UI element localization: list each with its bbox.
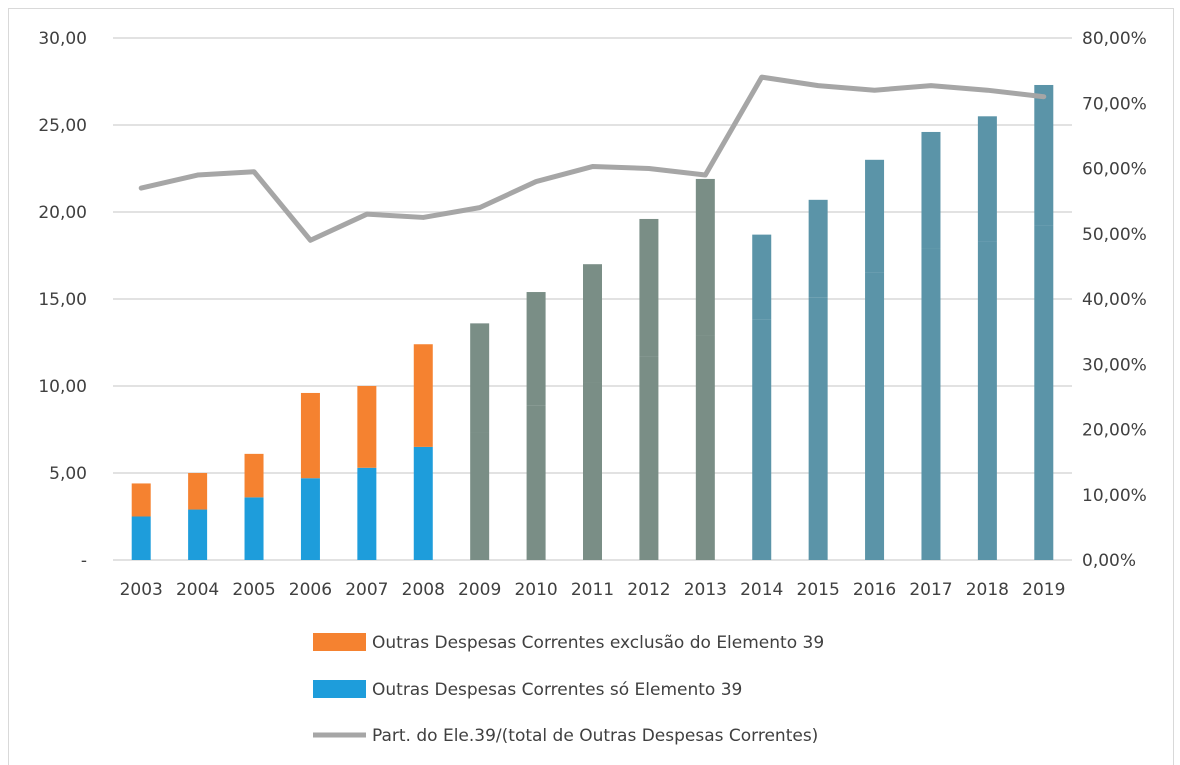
x-tick-label: 2015 bbox=[797, 580, 840, 600]
bar-elemento39[interactable] bbox=[470, 433, 489, 560]
x-tick-label: 2016 bbox=[853, 580, 896, 600]
bar-elemento39[interactable] bbox=[921, 249, 940, 560]
legend: Outras Despesas Correntes exclusão do El… bbox=[313, 633, 824, 746]
legend-item-elemento39[interactable]: Outras Despesas Correntes só Elemento 39 bbox=[313, 680, 742, 700]
legend-item-exclusao[interactable]: Outras Despesas Correntes exclusão do El… bbox=[313, 633, 824, 653]
bar-elemento39[interactable] bbox=[752, 320, 771, 560]
bar-exclusao[interactable] bbox=[357, 386, 376, 468]
bar-exclusao[interactable] bbox=[639, 219, 658, 356]
bar-elemento39[interactable] bbox=[301, 478, 320, 560]
legend-swatch-blue bbox=[313, 680, 366, 698]
y-left-tick-label: 20,00 bbox=[38, 203, 87, 223]
x-tick-label: 2010 bbox=[514, 580, 557, 600]
y-right-tick-label: 60,00% bbox=[1082, 160, 1147, 180]
x-tick-label: 2006 bbox=[289, 580, 332, 600]
y-left-tick-label: 30,00 bbox=[38, 29, 87, 49]
x-tick-label: 2011 bbox=[571, 580, 614, 600]
line-series bbox=[141, 77, 1044, 240]
x-tick-label: 2018 bbox=[966, 580, 1009, 600]
bar-exclusao[interactable] bbox=[470, 323, 489, 433]
x-tick-label: 2003 bbox=[120, 580, 163, 600]
x-tick-label: 2008 bbox=[402, 580, 445, 600]
bar-elemento39[interactable] bbox=[188, 510, 207, 560]
y-right-tick-label: 70,00% bbox=[1082, 94, 1147, 114]
x-tick-label: 2012 bbox=[627, 580, 670, 600]
y-right-tick-label: 50,00% bbox=[1082, 225, 1147, 245]
legend-label-participacao: Part. do Ele.39/(total de Outras Despesa… bbox=[372, 726, 818, 746]
x-tick-label: 2007 bbox=[345, 580, 388, 600]
x-tick-label: 2017 bbox=[909, 580, 952, 600]
y-axis-left: - 5,00 10,00 15,00 20,00 25,00 30,00 bbox=[38, 29, 87, 571]
bar-exclusao[interactable] bbox=[921, 132, 940, 249]
bar-exclusao[interactable] bbox=[527, 292, 546, 405]
bar-elemento39[interactable] bbox=[414, 447, 433, 560]
y-right-tick-label: 40,00% bbox=[1082, 290, 1147, 310]
y-left-tick-label: 15,00 bbox=[38, 290, 87, 310]
bar-exclusao[interactable] bbox=[245, 454, 264, 498]
bar-elemento39[interactable] bbox=[696, 336, 715, 560]
bar-exclusao[interactable] bbox=[809, 200, 828, 297]
bar-exclusao[interactable] bbox=[132, 483, 151, 516]
bars bbox=[132, 85, 1054, 560]
legend-item-participacao[interactable]: Part. do Ele.39/(total de Outras Despesa… bbox=[313, 726, 818, 746]
bar-elemento39[interactable] bbox=[245, 497, 264, 560]
x-tick-label: 2013 bbox=[684, 580, 727, 600]
x-tick-label: 2014 bbox=[740, 580, 783, 600]
bar-exclusao[interactable] bbox=[188, 473, 207, 510]
bar-exclusao[interactable] bbox=[978, 116, 997, 241]
x-tick-label: 2004 bbox=[176, 580, 219, 600]
bar-elemento39[interactable] bbox=[865, 273, 884, 560]
y-left-tick-label: - bbox=[81, 551, 87, 571]
bar-elemento39[interactable] bbox=[1034, 226, 1053, 560]
bar-exclusao[interactable] bbox=[583, 264, 602, 382]
bar-exclusao[interactable] bbox=[301, 393, 320, 478]
y-left-tick-label: 25,00 bbox=[38, 116, 87, 136]
bar-elemento39[interactable] bbox=[527, 405, 546, 560]
bar-exclusao[interactable] bbox=[696, 179, 715, 336]
y-right-tick-label: 30,00% bbox=[1082, 355, 1147, 375]
y-right-tick-label: 10,00% bbox=[1082, 486, 1147, 506]
legend-label-exclusao: Outras Despesas Correntes exclusão do El… bbox=[372, 633, 824, 653]
bar-exclusao[interactable] bbox=[752, 235, 771, 320]
bar-elemento39[interactable] bbox=[978, 242, 997, 560]
bar-elemento39[interactable] bbox=[583, 383, 602, 560]
line-participacao[interactable] bbox=[141, 77, 1044, 240]
bar-exclusao[interactable] bbox=[865, 160, 884, 273]
y-left-tick-label: 10,00 bbox=[38, 377, 87, 397]
x-tick-label: 2019 bbox=[1022, 580, 1065, 600]
bar-elemento39[interactable] bbox=[809, 297, 828, 560]
bar-elemento39[interactable] bbox=[639, 356, 658, 560]
y-right-tick-label: 80,00% bbox=[1082, 29, 1147, 49]
bar-exclusao[interactable] bbox=[414, 344, 433, 447]
bar-exclusao[interactable] bbox=[1034, 85, 1053, 226]
y-left-tick-label: 5,00 bbox=[49, 464, 87, 484]
bar-elemento39[interactable] bbox=[132, 517, 151, 561]
x-tick-label: 2009 bbox=[458, 580, 501, 600]
bar-elemento39[interactable] bbox=[357, 468, 376, 560]
y-right-tick-label: 20,00% bbox=[1082, 421, 1147, 441]
legend-label-elemento39: Outras Despesas Correntes só Elemento 39 bbox=[372, 680, 742, 700]
x-axis: 2003 2004 2005 2006 2007 2008 2009 2010 2011 2012… bbox=[120, 580, 1066, 600]
legend-swatch-orange bbox=[313, 633, 366, 651]
y-axis-right: 0,00% 10,00% 20,00% 30,00% 40,00% 50,00% 60,00… bbox=[1082, 29, 1147, 571]
y-right-tick-label: 0,00% bbox=[1082, 551, 1136, 571]
x-tick-label: 2005 bbox=[232, 580, 275, 600]
